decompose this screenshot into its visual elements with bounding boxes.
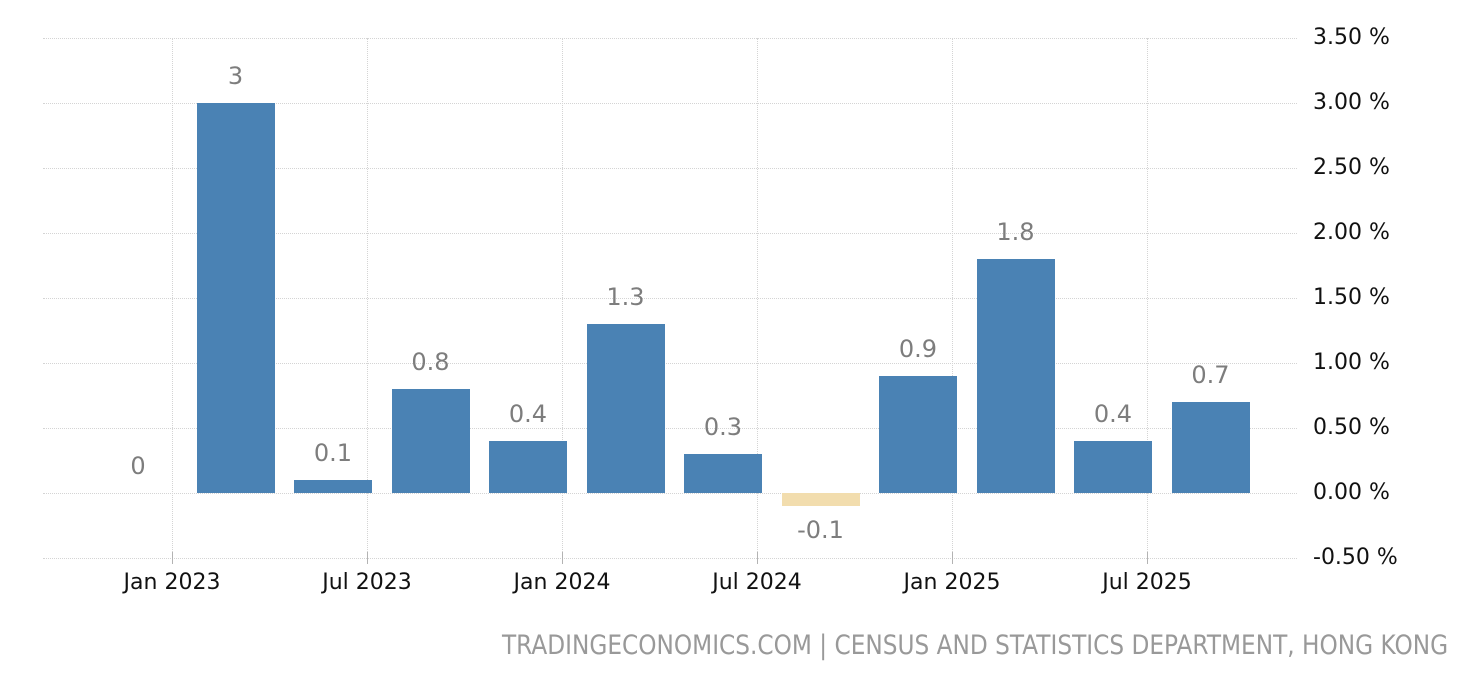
y-axis-label: 2.00 %: [1313, 220, 1390, 245]
data-bar[interactable]: [196, 103, 275, 493]
x-gridline: [952, 38, 953, 558]
data-bar[interactable]: [391, 389, 470, 493]
y-gridline: [43, 428, 1297, 429]
bar-value-label: 1.3: [606, 283, 645, 311]
y-axis-label: 1.50 %: [1313, 285, 1390, 310]
y-axis-label: 0.00 %: [1313, 480, 1390, 505]
x-axis-label: Jan 2024: [513, 570, 611, 595]
bar-value-label: 0.4: [1093, 400, 1133, 428]
data-bar[interactable]: [781, 493, 860, 506]
bar-value-label: -0.1: [797, 516, 844, 544]
x-gridline: [1147, 38, 1148, 558]
data-bar[interactable]: [976, 259, 1055, 493]
bar-value-label: 0.3: [703, 413, 743, 441]
x-axis-label: Jul 2025: [1102, 570, 1192, 595]
data-bar[interactable]: [879, 376, 957, 493]
x-axis-label: Jan 2025: [903, 570, 1001, 595]
y-gridline: [43, 363, 1297, 364]
data-bar[interactable]: [684, 454, 762, 493]
x-axis-tick: [562, 552, 563, 564]
x-gridline: [562, 38, 563, 558]
x-axis-label: Jul 2023: [322, 570, 412, 595]
chart-attribution-footer: TRADINGECONOMICS.COM | CENSUS AND STATIS…: [502, 630, 1449, 661]
bar-value-label: 0.4: [508, 400, 548, 428]
x-gridline: [757, 38, 758, 558]
x-gridline: [172, 38, 173, 558]
y-gridline: [43, 168, 1297, 169]
bar-value-label: 0.8: [411, 348, 450, 376]
y-gridline: [43, 233, 1297, 234]
y-axis-label: 2.50 %: [1313, 155, 1390, 180]
bar-value-label: 0.1: [313, 439, 353, 467]
bar-value-label: 0.9: [898, 335, 938, 363]
data-bar[interactable]: [1171, 402, 1250, 493]
x-gridline: [367, 38, 368, 558]
bar-value-label: 3: [227, 62, 244, 90]
x-axis-tick: [952, 552, 953, 564]
data-bar[interactable]: [586, 324, 665, 493]
data-bar[interactable]: [489, 441, 567, 493]
y-gridline: [43, 298, 1297, 299]
y-gridline: [43, 38, 1297, 39]
x-axis-label: Jul 2024: [712, 570, 802, 595]
data-bar[interactable]: [294, 480, 372, 493]
x-axis-tick: [757, 552, 758, 564]
y-axis-label: 3.50 %: [1313, 25, 1390, 50]
x-axis-label: Jan 2023: [123, 570, 221, 595]
y-gridline: [43, 493, 1297, 494]
x-axis-tick: [367, 552, 368, 564]
y-gridline: [43, 103, 1297, 104]
y-axis-label: -0.50 %: [1313, 545, 1398, 570]
y-axis-label: 3.00 %: [1313, 90, 1390, 115]
bar-value-label: 0: [130, 452, 146, 480]
bar-value-label: 1.8: [996, 218, 1035, 246]
y-gridline: [43, 558, 1297, 559]
x-axis-tick: [1147, 552, 1148, 564]
x-axis-tick: [172, 552, 173, 564]
y-axis-label: 0.50 %: [1313, 415, 1390, 440]
y-axis-label: 1.00 %: [1313, 350, 1390, 375]
bar-value-label: 0.7: [1191, 361, 1230, 389]
data-bar[interactable]: [1074, 441, 1152, 493]
